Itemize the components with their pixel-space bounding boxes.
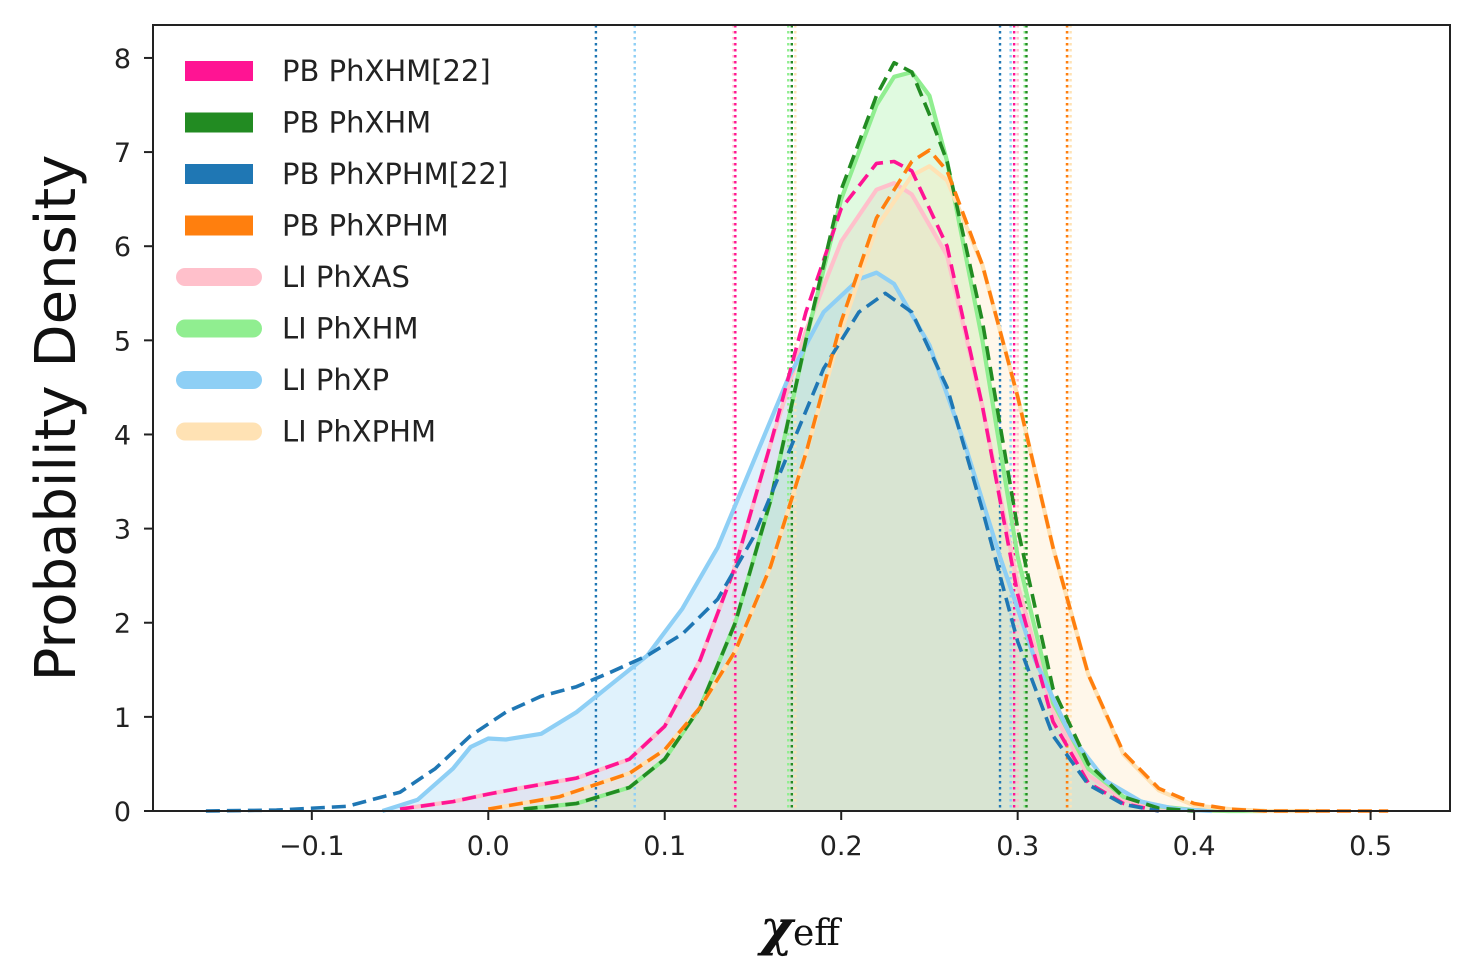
y-axis-ticks: 0 1 2 3 4 5 6 7 8 (114, 44, 153, 828)
legend-swatch (185, 164, 253, 184)
x-tick-label: −0.1 (279, 831, 345, 862)
x-tick-label: 0.3 (996, 831, 1039, 862)
y-tick-label: 8 (114, 44, 131, 75)
x-tick-label: 0.1 (643, 831, 686, 862)
y-tick-label: 1 (114, 703, 131, 734)
density-curves (205, 60, 1389, 814)
legend-label: LI PhXHM (282, 312, 419, 346)
legend-label: LI PhXPHM (282, 415, 436, 449)
x-axis-label: χeff (757, 898, 842, 957)
legend-item-li-phxas: LI PhXAS (176, 260, 410, 294)
y-tick-label: 2 (114, 609, 131, 640)
y-tick-label: 3 (114, 515, 131, 546)
y-tick-label: 6 (114, 232, 131, 263)
legend-item-pb-phxphm: PB PhXPHM (185, 209, 449, 243)
curve-pb-phxphm (487, 148, 1389, 813)
x-axis-label-subscript: eff (793, 913, 842, 954)
x-tick-label: 0.4 (1173, 831, 1216, 862)
legend-item-li-phxp: LI PhXP (176, 363, 389, 397)
y-axis-label: Probability Density (24, 155, 89, 682)
fill-li-phxhm (523, 72, 1265, 812)
legend-label: LI PhXP (282, 363, 389, 397)
y-tick-label: 0 (114, 797, 131, 828)
legend-swatch (185, 215, 253, 236)
legend-item-pb-phxhm-22: PB PhXHM[22] (185, 54, 491, 88)
x-tick-label: 0.5 (1349, 831, 1392, 862)
legend-item-pb-phxhm: PB PhXHM (185, 106, 431, 140)
legend-label: LI PhXAS (282, 260, 410, 294)
fill-li-phxp (382, 272, 1212, 812)
legend-swatch (185, 112, 253, 133)
y-tick-label: 4 (114, 420, 131, 451)
x-tick-label: 0.2 (820, 831, 863, 862)
legend-label: PB PhXHM[22] (282, 54, 491, 88)
legend-item-pb-phxphm-22: PB PhXPHM[22] (185, 157, 508, 191)
fill-li-phxphm (488, 166, 1318, 811)
y-tick-label: 5 (114, 326, 131, 357)
y-tick-label: 7 (114, 138, 131, 169)
legend-item-li-phxphm: LI PhXPHM (176, 415, 436, 449)
curve-pb-phxhm (523, 60, 1195, 813)
plot-frame (152, 24, 1451, 812)
legend-label: PB PhXPHM (282, 209, 449, 243)
density-fills (382, 72, 1318, 812)
x-tick-label: 0.0 (467, 831, 510, 862)
x-axis-label-symbol: χ (757, 898, 796, 957)
legend: PB PhXHM[22] PB PhXHM PB PhXPHM[22] PB PhXP… (176, 54, 508, 449)
curve-pb-phxphm-22 (205, 291, 1160, 813)
legend-item-li-phxhm: LI PhXHM (176, 312, 419, 346)
legend-label: PB PhXHM (282, 106, 431, 140)
fill-li-phxas (400, 183, 1230, 812)
legend-swatch (185, 61, 253, 81)
x-axis-ticks: −0.1 0.0 0.1 0.2 0.3 0.4 0.5 (279, 811, 1392, 862)
legend-label: PB PhXPHM[22] (282, 157, 508, 191)
